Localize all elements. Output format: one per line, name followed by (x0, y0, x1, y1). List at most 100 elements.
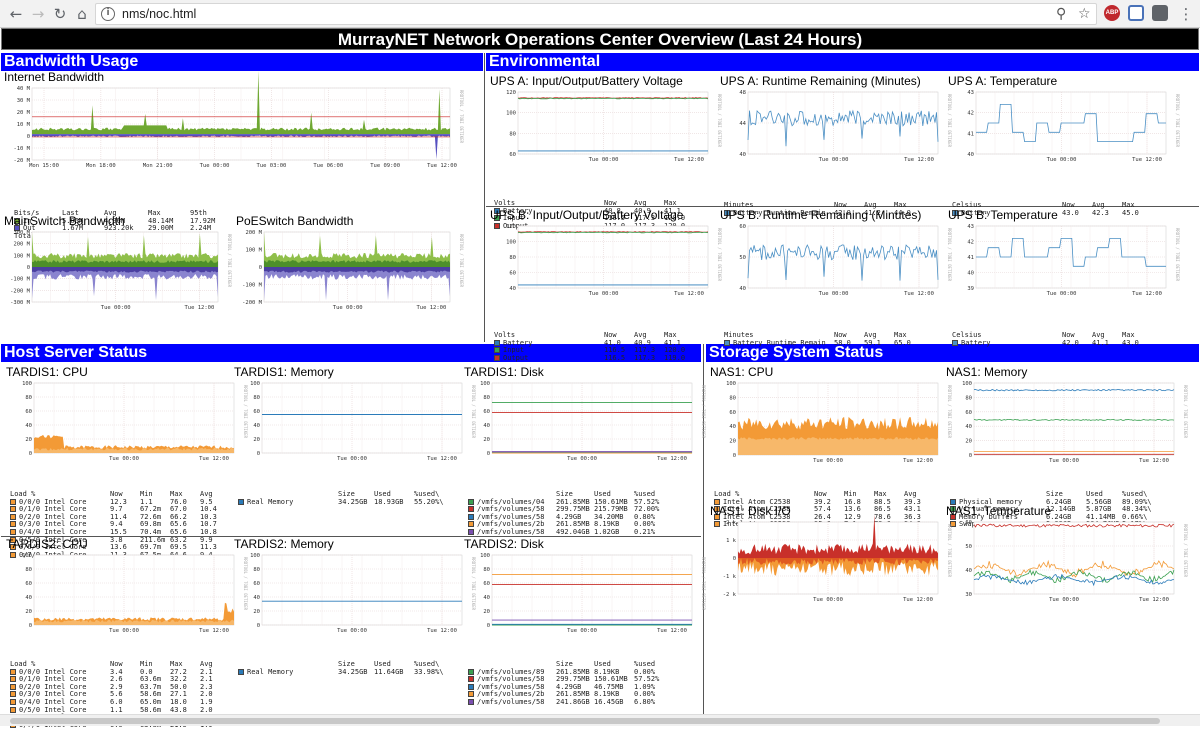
x-tick-label: Tue 03:00 (257, 163, 287, 169)
legend-value: 13.6 (110, 543, 127, 552)
x-tick-label: Tue 09:00 (370, 163, 400, 169)
horizontal-scrollbar[interactable] (0, 714, 1200, 726)
y-tick-label: -20 M (13, 158, 30, 164)
legend-value: 3.4 (110, 667, 123, 676)
y-tick-label: 40 (965, 424, 972, 430)
inet-graph[interactable]: 40 M 30 M 20 M 10 M 0 -10 M -20 M Mon 15:00 Mon … (4, 70, 464, 174)
y-tick-label: 30 (965, 592, 972, 598)
legend-swatch (10, 536, 16, 543)
upsa_rt-graph[interactable]: 48 44 40 Tue 00:00 Tue 12:00 RRDTOOL / TOBI O… (720, 90, 952, 168)
n1_temp-graph[interactable]: 60 50 40 30 Tue 00:00 Tue 12:00 RRDTOOL / TOBI… (946, 520, 1188, 608)
t2_disk-graph[interactable]: 100 80 60 40 20 0 Tue 00:00 Tue 12:00 RRDTOOL / … (464, 553, 706, 639)
legend-value: 215.79MB (594, 505, 628, 514)
y-tick-label: 42 (967, 111, 974, 117)
t2_mem-graph[interactable]: 100 80 60 40 20 0 Tue 00:00 Tue 12:00 RRDTOOL / … (234, 553, 476, 639)
star-icon[interactable]: ☆ (1078, 6, 1091, 22)
info-icon[interactable]: i (101, 7, 115, 21)
legend-value: 34.25GB (338, 497, 368, 506)
t1_cpu-graph[interactable]: 100 80 60 40 20 0 Tue 00:00 Tue 12:00 RRDTOOL / … (6, 381, 248, 467)
mainsw-graph[interactable]: 300 M 200 M 100 M 0 -100 M -200 M -300 M Tue 00… (4, 230, 232, 316)
section-storage: Storage System Status (706, 344, 1199, 362)
legend-label: 0/2/0 Intel Core (19, 512, 87, 521)
legend-value: 41.2 (864, 208, 881, 217)
x-tick-label: Tue 00:00 (109, 628, 139, 634)
legend-header: Size (556, 660, 573, 668)
legend-value: 12.9 (844, 512, 861, 521)
y-tick-label: 0 (29, 451, 32, 457)
y-tick-label: 40 (25, 423, 32, 429)
cpu-area-2 (34, 447, 234, 453)
legend-header: Avg (1092, 331, 1105, 339)
legend-value: 261.85MB (556, 667, 590, 676)
x-tick-label: Tue 12:00 (904, 157, 934, 163)
t2_cpu-graph[interactable]: 100 80 60 40 20 0 Tue 00:00 Tue 12:00 RRDTOOL / … (6, 553, 248, 639)
legend-value: 57.4 (814, 505, 831, 514)
x-tick-label: Tue 12:00 (199, 456, 229, 462)
address-bar[interactable]: i nms/noc.html ⚲ ☆ (95, 3, 1097, 25)
legend-swatch (494, 354, 500, 361)
series-out-area (264, 267, 450, 301)
y-tick-label: -100 M (10, 277, 31, 283)
legend-value: 2.24M (190, 224, 212, 233)
legend-value: 29.00M (148, 224, 174, 233)
extension2-icon[interactable] (1152, 5, 1168, 21)
series-line (973, 388, 1175, 392)
legend-header: Used (1086, 490, 1103, 498)
upsb_rt-title: UPS B: Runtime Remaining (Minutes) (720, 208, 922, 222)
legend-value: 16.8 (844, 497, 861, 506)
y-tick-label: 40 M (17, 86, 31, 92)
menu-icon[interactable]: ⋮ (1178, 5, 1194, 23)
legend-swatch (468, 498, 474, 505)
legend-label: Out (23, 224, 36, 233)
y-tick-label: 80 (253, 567, 260, 573)
series-out2-area (32, 267, 218, 273)
t1_mem-graph[interactable]: 100 80 60 40 20 0 Tue 00:00 Tue 12:00 RRDTOOL / … (234, 381, 476, 467)
t1_disk-graph[interactable]: 100 80 60 40 20 0 Tue 00:00 Tue 12:00 RRDTOOL / … (464, 381, 706, 467)
legend-value: 11.3 (200, 543, 217, 552)
upsa_t-graph[interactable]: 43 42 41 40 Tue 00:00 Tue 12:00 RRDTOOL / TOBI… (948, 90, 1180, 168)
extension-icon[interactable] (1128, 5, 1144, 21)
scrollbar-thumb[interactable] (10, 718, 1160, 724)
legend-value: 1.09% (634, 682, 656, 691)
n1_io-graph[interactable]: 2 k 1 k 0 -1 k -2 k Tue 00:00 Tue 12:00 RRDTOOL… (710, 514, 952, 608)
n1_mem-graph[interactable]: 100 80 60 40 20 0 Tue 00:00 Tue 12:00 RRDTOOL / … (946, 381, 1188, 469)
upsb_t-graph[interactable]: 43 42 41 40 39 Tue 00:00 Tue 12:00 RRDTOOL / TO… (948, 224, 1180, 302)
url-text[interactable]: nms/noc.html (122, 7, 197, 21)
upsb_rt-graph[interactable]: 60 50 40 Tue 00:00 Tue 12:00 RRDTOOL / TOBI O… (720, 224, 952, 302)
legend-header: Max (894, 331, 907, 339)
legend-swatch (10, 551, 16, 558)
reload-icon[interactable]: ↻ (53, 5, 67, 23)
legend-label: Battery (961, 208, 991, 217)
y-tick-label: 60 (253, 581, 260, 587)
n1_cpu-graph[interactable]: 100 80 60 40 20 0 Tue 00:00 Tue 12:00 RRDTOOL / … (710, 381, 952, 469)
back-icon[interactable]: ← (9, 5, 23, 23)
legend-label: /vmfs/volumes/58 (477, 697, 545, 706)
legend-swatch (238, 498, 244, 505)
legend-label: 0/3/0 Intel Core (19, 520, 87, 529)
y-tick-label: 60 (483, 409, 490, 415)
zoom-icon[interactable]: ⚲ (1056, 6, 1067, 22)
legend-value: 8.19KB (594, 667, 620, 676)
legend-name: /vmfs/volumes/58 (468, 513, 544, 522)
upsb_v-graph[interactable]: 120 100 80 60 40 Tue 00:00 Tue 12:00 RRDTOOL / … (490, 224, 722, 302)
y-tick-label: 100 (962, 381, 972, 387)
home-icon[interactable]: ⌂ (77, 5, 87, 23)
legend-value: 69.5 (170, 543, 187, 552)
legend-name: Intel Atom C2538 (714, 498, 790, 507)
x-tick-label: Tue 12:00 (903, 597, 933, 603)
adblock-icon[interactable]: ABP (1104, 5, 1120, 21)
legend-header: Avg (864, 201, 877, 209)
legend-value: 76.0 (170, 497, 187, 506)
legend-header: Now (604, 331, 617, 339)
forward-icon[interactable]: → (31, 5, 45, 23)
x-tick-label: Tue 12:00 (416, 305, 446, 311)
legend-value: 261.85MB (556, 690, 590, 699)
poesw-graph[interactable]: 200 M 100 M 0 -100 M -200 M Tue 00:00 Tue 12:0… (236, 230, 464, 316)
legend-value: 5.87GB (1086, 505, 1112, 514)
series-in-area (264, 232, 450, 267)
legend-swatch (10, 528, 16, 535)
upsa_v-graph[interactable]: 120 100 80 60 Tue 00:00 Tue 12:00 RRDTOOL / TO… (490, 90, 722, 168)
y-tick-label: 39 (967, 286, 974, 292)
legend-value: 50.0 (170, 682, 187, 691)
y-tick-label: 80 (25, 395, 32, 401)
